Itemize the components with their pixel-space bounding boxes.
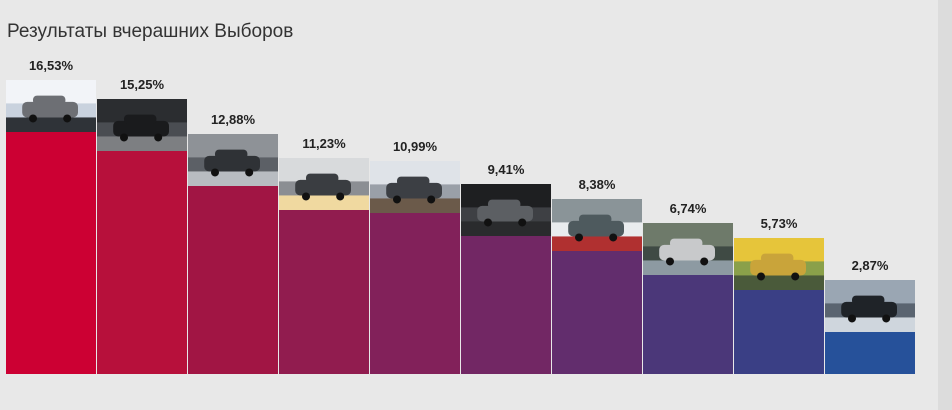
bar-9 [734, 290, 824, 374]
value-label-8: 6,74% [670, 201, 707, 216]
chart-title: Результаты вчерашних Выборов [7, 21, 294, 42]
background-strip [938, 0, 952, 410]
value-label-5: 10,99% [393, 139, 438, 154]
bar-6 [461, 236, 551, 374]
bar-5 [370, 213, 460, 374]
value-label-1: 16,53% [29, 58, 74, 73]
value-label-2: 15,25% [120, 77, 165, 92]
bar-7 [552, 251, 642, 374]
bar-3 [188, 186, 278, 374]
bars-layer [6, 132, 915, 374]
labels-layer: 16,53% 15,25% 12,88% 11,23% 10,99% 9,41% 8,38%… [29, 58, 889, 273]
bar-10 [825, 332, 915, 374]
bar-photo-10 [825, 280, 915, 332]
photos-layer [6, 80, 915, 332]
bar-photo-5 [370, 161, 460, 213]
bar-photo-2 [97, 99, 187, 151]
bar-photo-4 [279, 158, 369, 210]
value-label-4: 11,23% [302, 136, 346, 151]
bar-4 [279, 210, 369, 374]
value-label-9: 5,73% [761, 216, 798, 231]
bar-8 [643, 275, 733, 374]
value-label-10: 2,87% [852, 258, 889, 273]
value-label-6: 9,41% [488, 162, 525, 177]
bar-photo-6 [461, 184, 551, 236]
bar-1 [6, 132, 96, 374]
bar-photo-8 [643, 223, 733, 275]
bar-2 [97, 151, 187, 374]
value-label-3: 12,88% [211, 112, 256, 127]
bar-photo-3 [188, 134, 278, 186]
bar-photo-9 [734, 238, 824, 290]
bar-photo-1 [6, 80, 96, 132]
value-label-7: 8,38% [579, 177, 616, 192]
bar-photo-7 [552, 199, 642, 251]
